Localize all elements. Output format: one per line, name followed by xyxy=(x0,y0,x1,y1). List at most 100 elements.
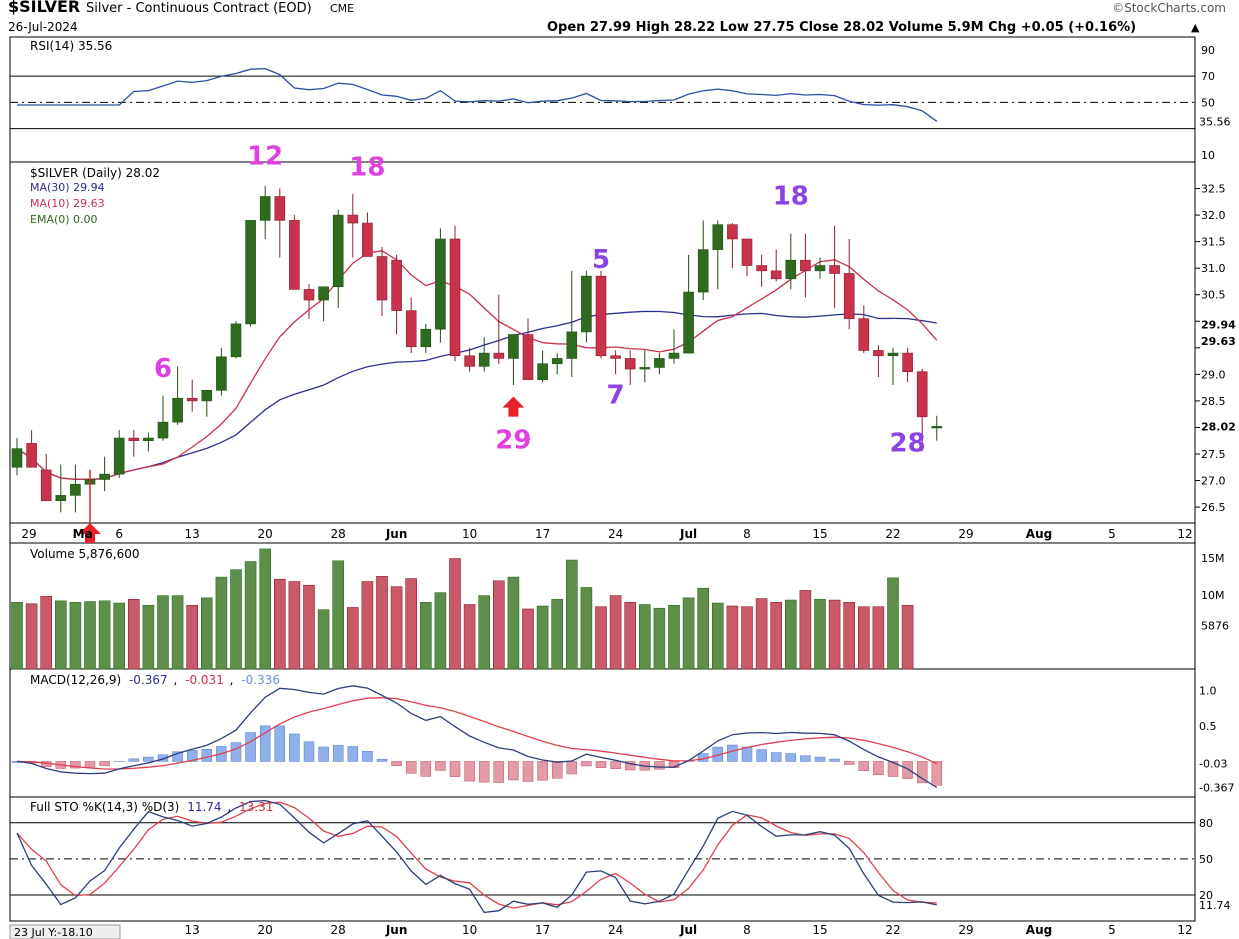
volume-bar xyxy=(522,608,534,670)
price-tick-label: 31.0 xyxy=(1201,262,1226,275)
candle-body xyxy=(157,421,169,439)
macd-hist-bar xyxy=(829,758,840,762)
macd-hist-bar xyxy=(756,749,767,762)
macd-hist-bar xyxy=(595,761,607,768)
candle-body xyxy=(11,448,23,468)
volume-bar xyxy=(54,600,67,670)
red-up-arrow-icon xyxy=(502,396,525,417)
sto-panel xyxy=(9,796,1196,922)
date-axis-label: Ma xyxy=(73,527,93,541)
date-axis-label: 29 xyxy=(958,527,973,541)
volume-bar xyxy=(609,595,622,670)
ma10-line xyxy=(16,250,938,480)
volume-bar xyxy=(770,601,783,670)
ohlc-summary: Open 27.99 High 28.22 Low 27.75 Close 28… xyxy=(547,20,1136,35)
candle-body xyxy=(931,426,943,429)
volume-bar xyxy=(814,599,826,670)
date-axis-label: Aug xyxy=(1026,527,1052,541)
sto-d-value: 13.31 xyxy=(239,800,273,814)
annotation-label: 18 xyxy=(773,181,809,211)
volume-bar xyxy=(113,602,125,670)
candle-body xyxy=(785,259,797,280)
bottom-date-label: 22 xyxy=(885,923,900,937)
candle-body xyxy=(230,323,242,358)
macd-tick-label: -0.03 xyxy=(1199,758,1227,771)
candle-body xyxy=(624,358,636,370)
volume-bar xyxy=(697,587,710,670)
macd-hist-bar xyxy=(376,758,388,762)
volume-bar xyxy=(492,580,505,670)
candle-body xyxy=(712,224,724,250)
candle-body xyxy=(376,256,388,301)
macd-hist-bar xyxy=(201,749,213,762)
collapse-arrow-icon[interactable]: ▲ xyxy=(1191,21,1200,34)
macd-hist-bar xyxy=(186,750,198,762)
macd-hist-bar xyxy=(245,732,256,762)
rsi-panel xyxy=(9,36,1196,163)
candle-body xyxy=(172,397,183,423)
volume-bar xyxy=(376,576,388,670)
candle-body xyxy=(216,356,227,391)
macd-hist-bar xyxy=(303,741,315,762)
candle-body xyxy=(274,196,286,221)
volume-bar xyxy=(565,559,578,670)
volume-bar xyxy=(419,601,432,670)
volume-bar xyxy=(551,599,564,670)
candle-body xyxy=(537,363,548,380)
bottom-date-label: 24 xyxy=(608,923,623,937)
date-axis-label: 29 xyxy=(21,527,36,541)
candle-body xyxy=(610,355,621,359)
candle-body xyxy=(493,352,505,359)
macd-hist-bar xyxy=(581,761,592,767)
candle-body xyxy=(668,352,680,359)
price-label: $SILVER (Daily) 28.02 xyxy=(30,166,160,180)
candle-body xyxy=(449,238,461,357)
bottom-date-label: Jun xyxy=(385,923,408,937)
date-axis-label: Jun xyxy=(385,527,408,541)
macd-hist-bar xyxy=(800,755,811,762)
macd-panel xyxy=(9,668,1196,798)
date-axis-label: 12 xyxy=(1177,527,1192,541)
macd-hist-bar xyxy=(727,744,738,762)
macd-hist-bar xyxy=(172,751,183,762)
crosshair-readout-box xyxy=(9,924,121,939)
macd-line xyxy=(16,685,938,789)
price-tick-label: 29.0 xyxy=(1201,368,1226,381)
macd-hist-bar xyxy=(741,746,753,762)
candle-body xyxy=(595,275,607,357)
volume-bar xyxy=(128,599,140,670)
candle-body xyxy=(639,367,651,370)
volume-bar xyxy=(390,586,403,670)
date-label: 26-Jul-2024 xyxy=(8,20,78,34)
price-tick-label: 27.5 xyxy=(1201,448,1226,461)
bottom-date-label: 12 xyxy=(1177,923,1192,937)
price-tick-label: 27.0 xyxy=(1201,475,1226,488)
macd-hist-bar xyxy=(770,752,782,762)
price-tick-label: 29.63 xyxy=(1201,335,1236,348)
bottom-date-label: 28 xyxy=(331,923,346,937)
macd-hist-bar xyxy=(537,761,548,781)
macd-hist-bar xyxy=(84,761,96,768)
annotation-label: 29 xyxy=(495,426,531,456)
volume-bar xyxy=(84,601,96,670)
candle-body xyxy=(916,371,928,418)
volume-bar xyxy=(142,604,155,670)
macd-signal-line xyxy=(16,697,938,770)
candle-body xyxy=(654,358,665,368)
macd-hist-bar xyxy=(508,761,519,781)
sto-tick-label: 80 xyxy=(1199,817,1213,830)
volume-bar xyxy=(799,590,812,670)
macd-hist-bar xyxy=(858,761,870,771)
date-axis-label: 17 xyxy=(535,527,550,541)
volume-bar xyxy=(741,606,753,670)
volume-bar xyxy=(434,592,447,670)
macd-hist-bar xyxy=(318,746,329,762)
volume-bar xyxy=(857,606,870,670)
macd-hist-bar xyxy=(843,761,855,765)
volume-bar xyxy=(668,604,680,670)
candle-body xyxy=(887,352,899,357)
bottom-date-label: 10 xyxy=(462,923,477,937)
candle-body xyxy=(902,352,913,372)
price-tick-label: 26.5 xyxy=(1201,501,1226,514)
macd-value: -0.367 xyxy=(129,673,168,687)
